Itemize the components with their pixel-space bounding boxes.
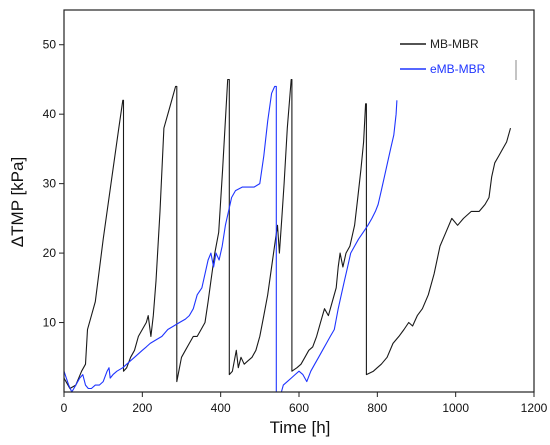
- axis-layer: 0 200 400 600 800 1000 1200 10 20 30 40 50: [43, 38, 548, 415]
- series-layer: [63, 78, 512, 393]
- x-tick-label: 600: [289, 401, 309, 415]
- series-line-mb-mbr: [63, 78, 512, 390]
- x-tick-label: 0: [61, 401, 68, 415]
- y-axis-title: ΔTMP [kPa]: [8, 157, 27, 247]
- x-tick-label: 200: [132, 401, 152, 415]
- x-tick-label: 800: [367, 401, 387, 415]
- x-tick-label: 400: [211, 401, 231, 415]
- legend: MB-MBR eMB-MBR: [400, 37, 517, 80]
- y-tick-label: 20: [43, 246, 57, 260]
- y-tick-label: 40: [43, 107, 57, 121]
- y-tick-label: 50: [43, 38, 57, 52]
- series-line-emb-mbr: [63, 85, 398, 393]
- x-axis-title: Time [h]: [270, 418, 331, 437]
- y-tick-label: 10: [43, 316, 57, 330]
- x-tick-label: 1200: [521, 401, 548, 415]
- legend-label-emb-mbr: eMB-MBR: [430, 62, 486, 76]
- y-tick-label: 30: [43, 177, 57, 191]
- x-tick-label: 1000: [442, 401, 469, 415]
- legend-label-mb-mbr: MB-MBR: [430, 37, 479, 51]
